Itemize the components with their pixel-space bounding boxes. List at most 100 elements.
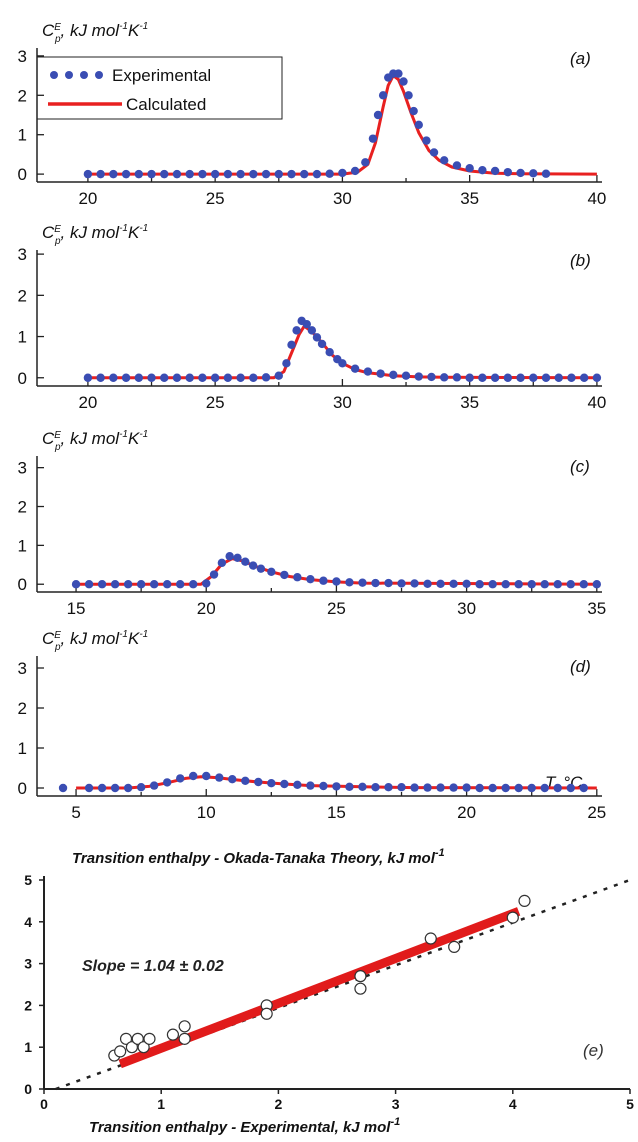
scatter-point [354, 982, 367, 995]
experimental-point [488, 783, 497, 793]
scatter-point [506, 911, 519, 924]
panel-label: (d) [570, 657, 591, 676]
experimental-point [401, 371, 411, 380]
experimental-point [345, 578, 354, 587]
experimental-point [280, 570, 289, 580]
experimental-point [514, 580, 523, 589]
experimental-point [373, 110, 383, 120]
y-tick-label: 4 [24, 914, 32, 930]
experimental-point [274, 371, 283, 380]
experimental-point [287, 340, 296, 349]
experimental-point [389, 370, 398, 380]
y-tick-label: 2 [18, 498, 27, 517]
x-tick-label: 35 [460, 393, 479, 412]
x-tick-label: 20 [457, 803, 476, 822]
experimental-point [136, 580, 146, 589]
experimental-point [160, 169, 169, 179]
experimental-point [423, 783, 432, 792]
experimental-point [280, 779, 289, 789]
x-tick-label: 20 [78, 189, 97, 208]
y-axis-title-d: CE p, kJ mol-1K-1 [42, 629, 148, 653]
experimental-point [368, 134, 378, 143]
experimental-point [172, 373, 182, 382]
experimental-point [306, 574, 315, 584]
y-tick-label: 1 [18, 126, 27, 145]
experimental-point [567, 373, 576, 382]
experimental-point [134, 169, 144, 179]
x-tick-label: 5 [626, 1096, 634, 1112]
experimental-point [440, 373, 449, 382]
panel-label: (a) [570, 49, 591, 68]
experimental-point [185, 373, 194, 382]
experimental-point [249, 373, 258, 382]
slope-annotation: Slope = 1.04 ± 0.02 [82, 958, 224, 975]
experimental-point [217, 558, 227, 568]
experimental-point [136, 783, 146, 792]
experimental-point [592, 580, 601, 589]
x-tick-label: 20 [197, 599, 216, 618]
scatter-point [448, 940, 461, 953]
experimental-point [345, 782, 354, 791]
scatter-point [125, 1041, 138, 1054]
x-tick-label: 35 [460, 189, 479, 208]
experimental-point [358, 782, 367, 791]
experimental-point [490, 373, 500, 382]
x-tick-label: 30 [457, 599, 476, 618]
x-tick-label: 20 [78, 393, 97, 412]
experimental-point [202, 579, 211, 588]
experimental-point [236, 373, 245, 382]
experimental-point [410, 579, 419, 588]
experimental-point [96, 169, 105, 179]
experimental-point [397, 783, 406, 792]
experimental-point [256, 564, 266, 573]
experimental-point [465, 373, 474, 382]
experimental-point [332, 782, 341, 791]
experimental-point [319, 576, 328, 585]
experimental-point [501, 783, 510, 793]
experimental-point [371, 783, 380, 792]
experimental-point [248, 561, 258, 570]
x-tick-label: 30 [333, 189, 352, 208]
y-tick-label: 1 [18, 328, 27, 347]
experimental-point [527, 580, 536, 589]
y-tick-label: 0 [18, 575, 27, 594]
experimental-point [332, 577, 341, 586]
legend-label-calculated: Calculated [126, 95, 206, 114]
y-tick-label: 3 [24, 956, 32, 972]
y-axis-title-c: CE p, kJ mol-1K-1 [42, 429, 148, 453]
x-tick-label: 10 [197, 803, 216, 822]
experimental-point [292, 326, 301, 335]
experimental-point [423, 579, 432, 589]
experimental-point [96, 373, 105, 382]
experimental-point [223, 169, 233, 179]
experimental-point [409, 106, 418, 116]
panel-a: 0 1 2 3 20 25 30 35 40 (a) [18, 47, 607, 208]
legend-box [36, 56, 283, 120]
panel-label: (c) [570, 457, 590, 476]
experimental-point [514, 783, 523, 793]
experimental-point [71, 580, 81, 589]
scatter-point [143, 1032, 156, 1045]
experimental-point [176, 580, 185, 589]
experimental-point [176, 774, 185, 783]
scatter-point [424, 932, 437, 945]
x-tick-label: 15 [327, 803, 346, 822]
x-tick-label: 40 [587, 189, 606, 208]
experimental-point [462, 579, 471, 589]
scatter-point [260, 1007, 273, 1020]
experimental-point [410, 783, 419, 792]
y-tick-label: 2 [24, 997, 32, 1013]
experimental-point [134, 373, 144, 382]
experimental-point [109, 169, 118, 179]
y-tick-label: 0 [18, 779, 27, 798]
experimental-point [436, 579, 445, 589]
legend-dot [50, 71, 58, 79]
experimental-point [215, 773, 224, 782]
experimental-point [540, 783, 549, 793]
scatter-point [354, 970, 367, 983]
experimental-point [189, 580, 198, 589]
experimental-point [440, 156, 449, 165]
experimental-point [317, 339, 327, 349]
x-tick-label: 40 [587, 393, 606, 412]
panel-label: (b) [570, 251, 591, 270]
